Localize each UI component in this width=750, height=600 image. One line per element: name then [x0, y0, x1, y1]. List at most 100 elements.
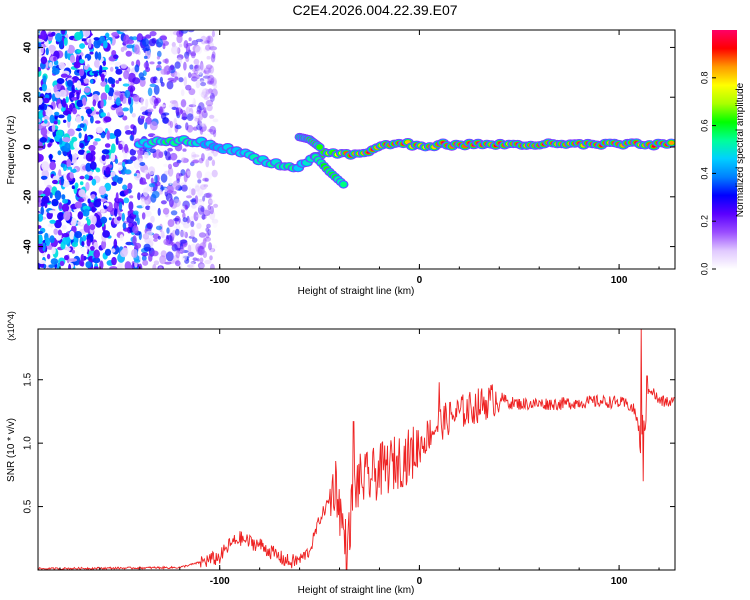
noise-blob: [195, 183, 200, 188]
noise-blob: [202, 239, 207, 248]
noise-blob: [192, 257, 198, 262]
noise-blob: [148, 38, 156, 47]
noise-blob: [122, 107, 129, 112]
noise-blob: [63, 211, 71, 221]
noise-blob: [207, 74, 215, 85]
noise-blob: [104, 143, 111, 148]
noise-blob: [141, 111, 149, 116]
noise-blob: [82, 97, 87, 106]
noise-blob: [202, 249, 206, 253]
noise-blob: [63, 37, 68, 46]
colorbar-tick-label: 0.2: [699, 215, 709, 228]
x-tick-label: 0: [417, 275, 423, 286]
noise-blob: [205, 158, 210, 168]
noise-blob: [190, 151, 197, 160]
noise-blob: [204, 76, 212, 83]
noise-blob: [46, 253, 51, 260]
noise-blob: [194, 65, 199, 69]
noise-blob: [125, 125, 130, 130]
noise-blob: [119, 93, 124, 102]
noise-blob: [198, 86, 206, 97]
noise-blob: [182, 148, 187, 152]
noise-blob: [173, 198, 181, 208]
noise-blob: [191, 237, 198, 243]
noise-blob: [207, 204, 211, 211]
noise-blob: [169, 100, 178, 104]
noise-blob: [210, 53, 216, 63]
noise-blob: [38, 234, 43, 245]
noise-blob: [129, 134, 134, 141]
noise-blob: [190, 229, 195, 237]
noise-blob: [107, 95, 112, 101]
noise-blob: [50, 258, 59, 265]
noise-blob: [182, 217, 188, 223]
noise-blob: [56, 82, 62, 90]
noise-blob: [75, 116, 82, 123]
noise-blob: [77, 149, 86, 155]
noise-blob: [99, 198, 107, 202]
noise-blob: [98, 185, 107, 196]
noise-blob: [127, 182, 133, 190]
noise-blob: [160, 173, 168, 183]
noise-blob: [144, 169, 149, 175]
noise-blob: [100, 73, 105, 82]
noise-blob: [48, 264, 55, 269]
noise-blob: [53, 56, 57, 62]
noise-blob: [75, 128, 82, 132]
noise-blob: [160, 230, 165, 239]
noise-blob: [205, 192, 213, 199]
noise-blob: [145, 66, 151, 73]
noise-blob: [208, 198, 213, 206]
noise-blob: [49, 235, 55, 244]
noise-blob: [198, 110, 204, 121]
noise-blob: [124, 261, 132, 269]
noise-blob: [140, 97, 144, 105]
noise-blob: [150, 177, 154, 184]
noise-blob: [192, 159, 200, 164]
noise-blob: [202, 75, 211, 79]
noise-blob: [58, 202, 63, 210]
noise-blob: [181, 184, 188, 192]
noise-blob: [202, 70, 208, 74]
noise-blob: [41, 161, 49, 171]
noise-blob: [62, 98, 67, 108]
noise-blob: [126, 44, 135, 49]
noise-blob: [109, 266, 118, 269]
noise-blob: [175, 260, 181, 267]
noise-blob: [189, 243, 198, 254]
noise-blob: [145, 44, 150, 52]
noise-blob: [153, 98, 159, 106]
noise-blob: [59, 138, 63, 145]
noise-blob: [110, 135, 116, 139]
noise-blob: [47, 143, 52, 148]
noise-blob: [117, 263, 123, 269]
noise-blob: [196, 111, 204, 119]
noise-blob: [54, 190, 62, 201]
noise-blob: [175, 228, 180, 236]
noise-blob: [209, 247, 216, 253]
noise-blob: [73, 255, 81, 266]
noise-blob: [154, 149, 162, 159]
noise-blob: [38, 112, 44, 118]
noise-blob: [186, 219, 192, 223]
noise-blob: [200, 206, 205, 212]
noise-blob: [202, 177, 209, 182]
noise-blob: [183, 61, 187, 71]
noise-blob: [40, 201, 45, 207]
noise-blob: [48, 61, 53, 68]
noise-blob: [204, 236, 211, 242]
noise-blob: [83, 64, 89, 70]
noise-blob: [146, 222, 153, 230]
noise-blob: [185, 56, 190, 63]
noise-blob: [155, 225, 163, 231]
ridge-segment: [340, 181, 347, 188]
noise-blob: [151, 190, 160, 199]
noise-blob: [172, 180, 181, 191]
noise-blob: [174, 76, 179, 81]
noise-blob: [196, 63, 201, 74]
noise-blob: [129, 86, 134, 97]
noise-blob: [64, 50, 68, 59]
noise-blob: [160, 200, 167, 205]
noise-blob: [173, 217, 180, 222]
noise-blob: [159, 76, 163, 84]
